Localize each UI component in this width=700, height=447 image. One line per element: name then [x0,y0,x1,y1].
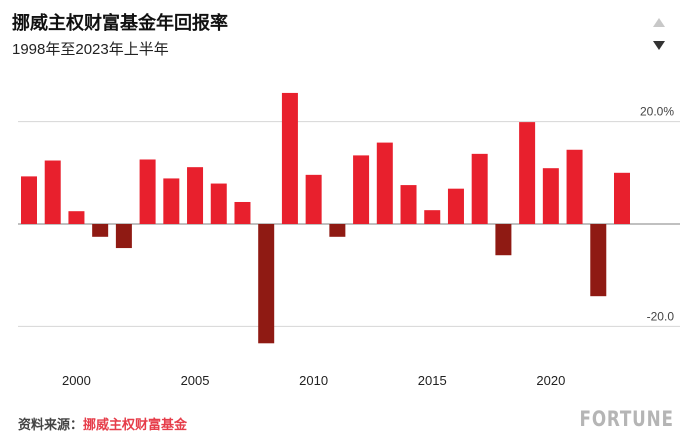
bar-2003 [139,159,156,224]
bar-2008 [258,224,275,344]
x-tick-label: 2020 [536,373,565,388]
bar-2007 [234,201,251,224]
bar-2011 [329,224,346,237]
bar-2021 [566,149,583,224]
bar-2012 [353,155,370,224]
x-tick-label: 2005 [181,373,210,388]
scroll-control [646,14,672,56]
bar-2002 [115,224,132,249]
bar-1999 [44,160,61,224]
bar-2000 [68,211,85,224]
bar-2016 [447,188,464,224]
bar-1998 [21,176,37,224]
source-name: 挪威主权财富基金 [83,417,188,432]
x-tick-label: 2010 [299,373,328,388]
bar-2010 [305,174,322,224]
bar-2019 [519,122,536,224]
x-tick-label: 2015 [418,373,447,388]
chart-title: 挪威主权财富基金年回报率 [12,13,228,33]
bar-2017 [471,153,488,224]
bar-2004 [163,178,180,224]
bar-2013 [376,142,393,224]
bar-2022 [590,224,607,297]
scroll-down-button[interactable] [646,36,672,54]
triangle-up-icon [653,18,665,27]
scroll-up-button[interactable] [646,14,672,32]
source-note: 资料来源：挪威主权财富基金 [18,414,187,433]
bar-2023 [614,172,630,224]
y-tick-label: -20.0 [647,309,675,323]
bar-2006 [210,183,227,224]
x-tick-label: 2000 [62,373,91,388]
bar-2005 [187,167,204,224]
bar-2020 [542,168,559,224]
bar-2015 [424,210,441,224]
source-label: 资料来源： [18,417,84,432]
bar-2018 [495,224,512,256]
bar-2014 [400,185,417,224]
chart-subtitle: 1998年至2023年上半年 [12,41,169,58]
triangle-down-icon [653,41,665,50]
bar-2001 [92,224,109,237]
y-tick-label: 20.0% [640,105,674,119]
bar-2009 [281,92,298,224]
fortune-logo: FORTUNE [579,407,674,431]
